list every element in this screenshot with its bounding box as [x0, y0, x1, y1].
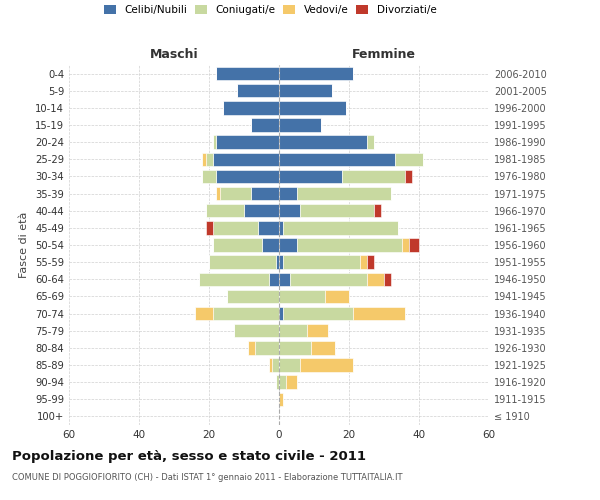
Bar	[220, 187, 251, 200]
Bar	[262, 238, 279, 252]
Bar	[279, 272, 290, 286]
Text: Popolazione per età, sesso e stato civile - 2011: Popolazione per età, sesso e stato civil…	[12, 450, 366, 463]
Text: Maschi: Maschi	[149, 48, 199, 61]
Bar	[283, 221, 398, 234]
Bar	[286, 376, 296, 389]
Bar	[300, 204, 373, 218]
Bar	[367, 256, 373, 269]
Bar	[279, 101, 346, 114]
Bar	[216, 170, 279, 183]
Bar	[209, 256, 275, 269]
Bar	[212, 152, 279, 166]
Bar	[202, 170, 216, 183]
Bar	[212, 238, 262, 252]
Bar	[244, 204, 279, 218]
Bar	[216, 187, 220, 200]
Bar	[307, 324, 328, 338]
Bar	[212, 307, 279, 320]
Bar	[216, 67, 279, 80]
Bar	[279, 307, 283, 320]
Bar	[199, 272, 269, 286]
Bar	[279, 341, 311, 354]
Bar	[237, 84, 279, 98]
Bar	[279, 376, 286, 389]
Bar	[279, 392, 283, 406]
Bar	[367, 272, 384, 286]
Bar	[401, 238, 409, 252]
Bar	[202, 152, 205, 166]
Bar	[212, 221, 258, 234]
Bar	[275, 256, 279, 269]
Bar	[405, 170, 412, 183]
Bar	[296, 187, 391, 200]
Bar	[283, 307, 353, 320]
Bar	[275, 376, 279, 389]
Bar	[359, 256, 367, 269]
Bar	[384, 272, 391, 286]
Bar	[223, 101, 279, 114]
Bar	[279, 118, 321, 132]
Bar	[269, 272, 279, 286]
Bar	[279, 324, 307, 338]
Bar	[279, 238, 296, 252]
Bar	[269, 358, 272, 372]
Bar	[212, 136, 216, 149]
Bar	[272, 358, 279, 372]
Text: COMUNE DI POGGIOFIORITO (CH) - Dati ISTAT 1° gennaio 2011 - Elaborazione TUTTAIT: COMUNE DI POGGIOFIORITO (CH) - Dati ISTA…	[12, 472, 403, 482]
Bar	[279, 170, 342, 183]
Bar	[279, 221, 283, 234]
Bar	[279, 290, 325, 303]
Bar	[233, 324, 279, 338]
Bar	[279, 152, 395, 166]
Text: Femmine: Femmine	[352, 48, 416, 61]
Bar	[395, 152, 422, 166]
Bar	[342, 170, 405, 183]
Bar	[279, 358, 300, 372]
Bar	[227, 290, 279, 303]
Bar	[300, 358, 353, 372]
Bar	[279, 204, 300, 218]
Bar	[251, 118, 279, 132]
Bar	[409, 238, 419, 252]
Bar	[373, 204, 380, 218]
Y-axis label: Fasce di età: Fasce di età	[19, 212, 29, 278]
Bar	[254, 341, 279, 354]
Bar	[258, 221, 279, 234]
Bar	[353, 307, 405, 320]
Bar	[205, 204, 244, 218]
Bar	[195, 307, 212, 320]
Bar	[296, 238, 401, 252]
Bar	[311, 341, 335, 354]
Bar	[279, 256, 283, 269]
Bar	[205, 221, 212, 234]
Bar	[279, 136, 367, 149]
Bar	[279, 84, 331, 98]
Bar	[290, 272, 367, 286]
Bar	[283, 256, 359, 269]
Bar	[251, 187, 279, 200]
Bar	[216, 136, 279, 149]
Bar	[367, 136, 373, 149]
Bar	[205, 152, 212, 166]
Bar	[248, 341, 254, 354]
Bar	[279, 67, 353, 80]
Bar	[279, 187, 296, 200]
Bar	[325, 290, 349, 303]
Legend: Celibi/Nubili, Coniugati/e, Vedovi/e, Divorziati/e: Celibi/Nubili, Coniugati/e, Vedovi/e, Di…	[104, 5, 436, 15]
